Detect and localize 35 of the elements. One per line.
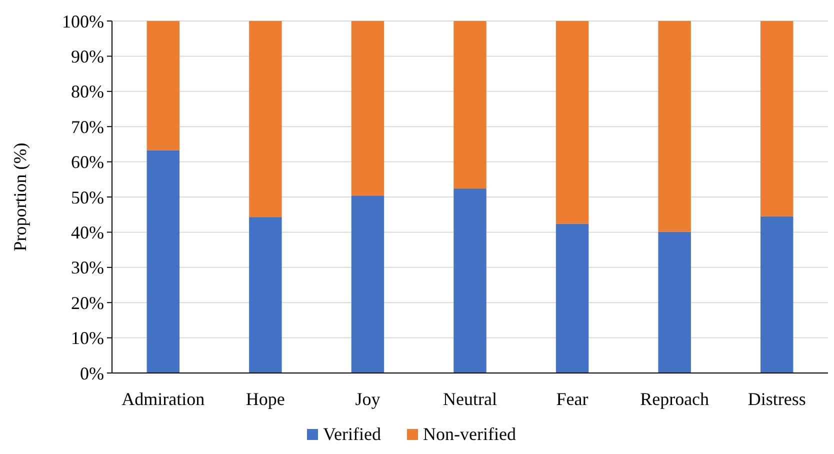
bar — [556, 224, 589, 373]
bar — [249, 21, 282, 218]
y-tick-label: 0% — [80, 363, 104, 384]
x-tick-label: Admiration — [122, 389, 205, 409]
y-tick-label: 70% — [71, 116, 104, 137]
y-tick-label: 30% — [71, 258, 104, 278]
y-tick-label: 10% — [71, 328, 104, 348]
bar — [658, 232, 691, 373]
x-tick-label: Neutral — [443, 389, 497, 409]
x-tick-label: Joy — [355, 389, 380, 409]
bar — [454, 188, 486, 373]
bar — [351, 196, 384, 373]
x-tick-label: Fear — [556, 389, 588, 409]
bar — [146, 21, 180, 150]
x-tick-label: Reproach — [640, 389, 710, 409]
bar — [760, 21, 794, 216]
y-tick-label: 80% — [71, 82, 104, 102]
bar — [249, 217, 282, 373]
bar — [146, 150, 180, 373]
y-tick-label: 60% — [71, 152, 104, 172]
legend-label: Verified — [323, 424, 381, 444]
x-tick-label: Hope — [246, 389, 285, 409]
bar — [760, 216, 794, 373]
legend-label: Non-verified — [423, 424, 516, 444]
y-axis-title: Proportion (%) — [10, 142, 30, 252]
bar — [658, 21, 691, 232]
bar — [454, 21, 486, 189]
y-tick-label: 50% — [71, 187, 104, 208]
y-tick-label: 100% — [62, 11, 104, 32]
y-tick-label: 90% — [71, 46, 104, 66]
x-tick-label: Distress — [748, 389, 806, 409]
y-tick-label: 40% — [71, 222, 104, 242]
bar — [556, 21, 589, 224]
y-tick-label: 20% — [71, 292, 104, 313]
bar — [351, 21, 384, 196]
